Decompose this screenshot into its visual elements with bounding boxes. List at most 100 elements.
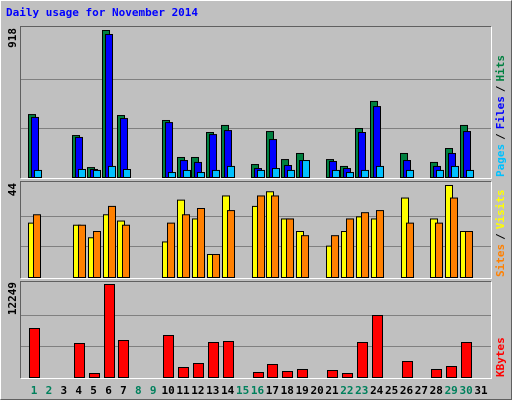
x-tick-label: 26 (400, 384, 414, 397)
bar (89, 372, 100, 379)
bar (93, 231, 101, 278)
x-tick-label: 25 (385, 384, 398, 397)
panel-border-light (20, 281, 492, 379)
x-tick-label: 12 (191, 384, 204, 397)
bar (253, 371, 264, 379)
legend-separator: / (494, 85, 507, 92)
x-tick-label: 20 (310, 384, 323, 397)
bar (402, 361, 413, 378)
bar (361, 212, 369, 279)
bar (163, 334, 174, 379)
bar (361, 169, 369, 179)
x-tick-label: 13 (206, 384, 219, 397)
bar (346, 172, 354, 179)
legend-separator: / (494, 133, 507, 140)
bar (29, 327, 40, 379)
bar (376, 165, 384, 178)
bar (466, 169, 474, 179)
x-tick-label: 8 (135, 384, 142, 397)
x-tick-label: 24 (370, 384, 384, 397)
bar (446, 365, 457, 379)
x-tick-label: 23 (355, 384, 368, 397)
bar (93, 169, 101, 179)
bar (212, 254, 220, 278)
bar (286, 218, 294, 278)
bar (301, 235, 309, 279)
x-tick-label: 16 (251, 384, 265, 397)
panel-border-dark (20, 181, 492, 279)
x-tick-label: 11 (176, 384, 190, 397)
bar (267, 364, 278, 378)
bar (287, 169, 295, 179)
bar (372, 315, 383, 378)
bar (168, 172, 176, 179)
bar (357, 341, 368, 379)
bar (342, 372, 353, 379)
x-tick-label: 29 (445, 384, 458, 397)
panel (20, 281, 491, 378)
x-tick-label: 19 (296, 384, 309, 397)
panel-border-light (20, 26, 492, 179)
x-tick-label: 31 (474, 384, 488, 397)
x-tick-label: 30 (459, 384, 472, 397)
x-tick-label: 9 (150, 384, 157, 397)
bar (167, 222, 175, 279)
legend-entry: Hits (494, 55, 507, 82)
x-tick-label: 27 (415, 384, 428, 397)
x-tick-label: 5 (90, 384, 97, 397)
bar (108, 205, 116, 278)
bar (257, 169, 265, 179)
x-tick-label: 21 (325, 384, 339, 397)
bar (34, 169, 42, 179)
bar (183, 169, 191, 179)
x-tick-label: 17 (266, 384, 279, 397)
x-tick-label: 1 (31, 384, 38, 397)
y-tick-label: 44 (6, 183, 19, 197)
bar (257, 195, 265, 278)
x-tick-label: 14 (221, 384, 235, 397)
panel-border-dark (20, 281, 492, 379)
bar (302, 160, 310, 178)
bar (450, 197, 458, 278)
legend: Pages / Files / Hits (494, 55, 507, 177)
x-tick-label: 28 (430, 384, 443, 397)
bar (182, 214, 190, 278)
x-tick-label: 10 (161, 384, 174, 397)
bar (212, 169, 220, 179)
bar (31, 116, 39, 178)
bar (331, 235, 339, 279)
x-tick-label: 18 (281, 384, 294, 397)
bar (227, 165, 235, 178)
bar (271, 195, 279, 278)
bar (451, 165, 459, 178)
bar (297, 368, 308, 379)
x-tick-label: 3 (60, 384, 67, 397)
panel-border-light (20, 181, 492, 279)
bar (332, 169, 340, 179)
bar (118, 340, 129, 378)
bar (193, 362, 204, 379)
bar (197, 172, 205, 179)
y-tick-label: 12249 (6, 282, 19, 315)
bar (406, 222, 414, 279)
bar (108, 165, 116, 178)
legend-separator: / (494, 233, 507, 240)
bar (105, 34, 113, 179)
x-tick-label: 2 (46, 384, 53, 397)
bar (461, 341, 472, 379)
bar (104, 284, 115, 378)
bar (165, 122, 173, 178)
bar (223, 340, 234, 379)
legend: Sites / Visits (494, 190, 507, 278)
bar (227, 210, 235, 278)
chart-title: Daily usage for November 2014 (6, 6, 198, 19)
x-tick-label: 22 (340, 384, 353, 397)
bar (78, 224, 86, 279)
legend-entry: Visits (494, 190, 507, 230)
x-tick-label: 7 (120, 384, 127, 397)
bar (376, 210, 384, 278)
bar (197, 208, 205, 278)
panel-border-dark (20, 26, 492, 179)
